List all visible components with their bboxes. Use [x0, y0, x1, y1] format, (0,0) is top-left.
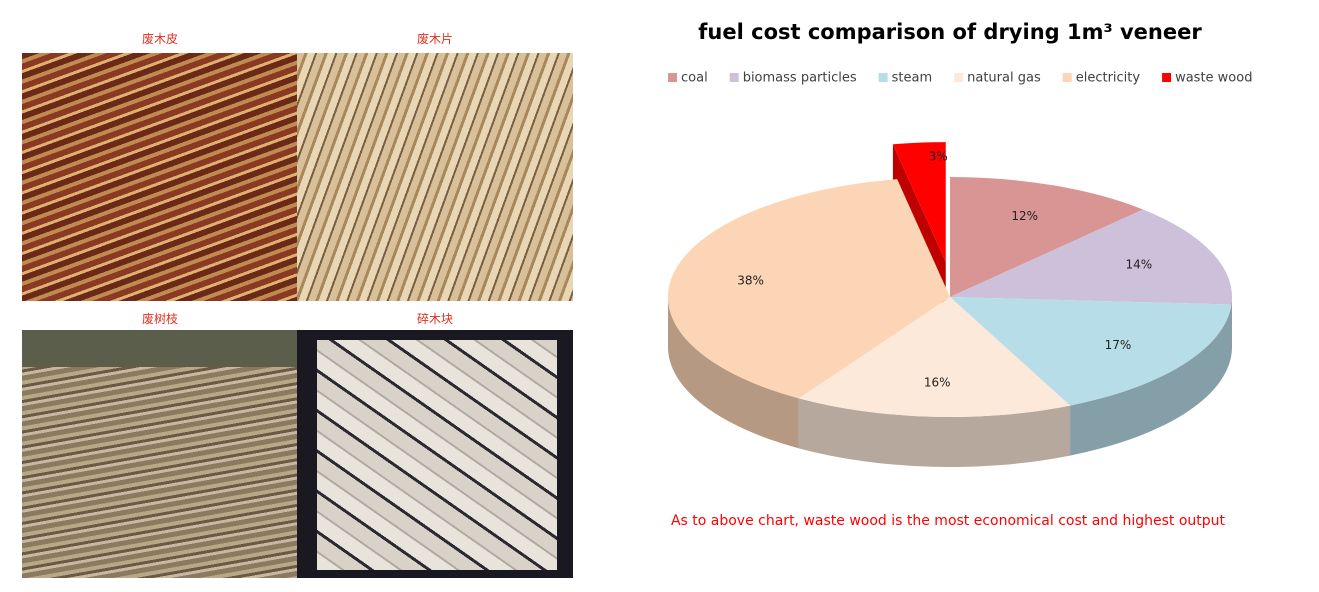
legend-label: steam	[892, 71, 933, 86]
legend-swatch	[668, 73, 677, 82]
photo-label: 废树枝	[141, 312, 178, 326]
pie-tops: 12% 14% 17% 16% 38% 3%	[668, 142, 1232, 417]
slice	[892, 142, 946, 263]
photo-label: 废木片	[416, 32, 453, 46]
slice	[950, 297, 1232, 406]
data-label: 12%	[1011, 209, 1038, 223]
legend-swatch	[729, 73, 739, 82]
slice	[950, 177, 1144, 297]
legend-label: biomass particles	[743, 71, 857, 86]
photo-label: 碎木块	[416, 312, 453, 326]
legend-label: waste wood	[1175, 71, 1252, 86]
data-label: 17%	[1105, 338, 1132, 352]
legend-label: electricity	[1076, 71, 1141, 86]
legend-swatch	[878, 73, 888, 82]
data-label: 38%	[737, 273, 764, 287]
photo-bark	[22, 53, 297, 301]
data-label: 16%	[924, 376, 951, 390]
photo-branches	[22, 330, 297, 578]
legend-swatch	[1162, 73, 1172, 82]
legend-label: coal	[681, 71, 708, 86]
annotation: As to above chart, waste wood is the mos…	[671, 513, 1226, 529]
slice	[668, 179, 950, 399]
slice-side	[1070, 304, 1232, 456]
legend-label: natural gas	[967, 71, 1041, 86]
legend: coal biomass particles steam natural gas ele…	[668, 71, 1252, 86]
photo-chips	[297, 330, 573, 578]
slice	[950, 209, 1232, 305]
slice-side	[1231, 297, 1232, 355]
photo-veneer	[297, 53, 573, 301]
slice	[798, 297, 1071, 417]
data-label: 3%	[929, 149, 948, 163]
data-label: 14%	[1125, 258, 1152, 272]
chart-title: fuel cost comparison of drying 1m³ venee…	[698, 20, 1202, 44]
slice-side	[798, 398, 1071, 467]
legend-swatch	[1062, 73, 1072, 82]
slice-side	[668, 297, 799, 449]
legend-swatch	[954, 73, 964, 82]
photo-label: 废木皮	[141, 32, 178, 46]
